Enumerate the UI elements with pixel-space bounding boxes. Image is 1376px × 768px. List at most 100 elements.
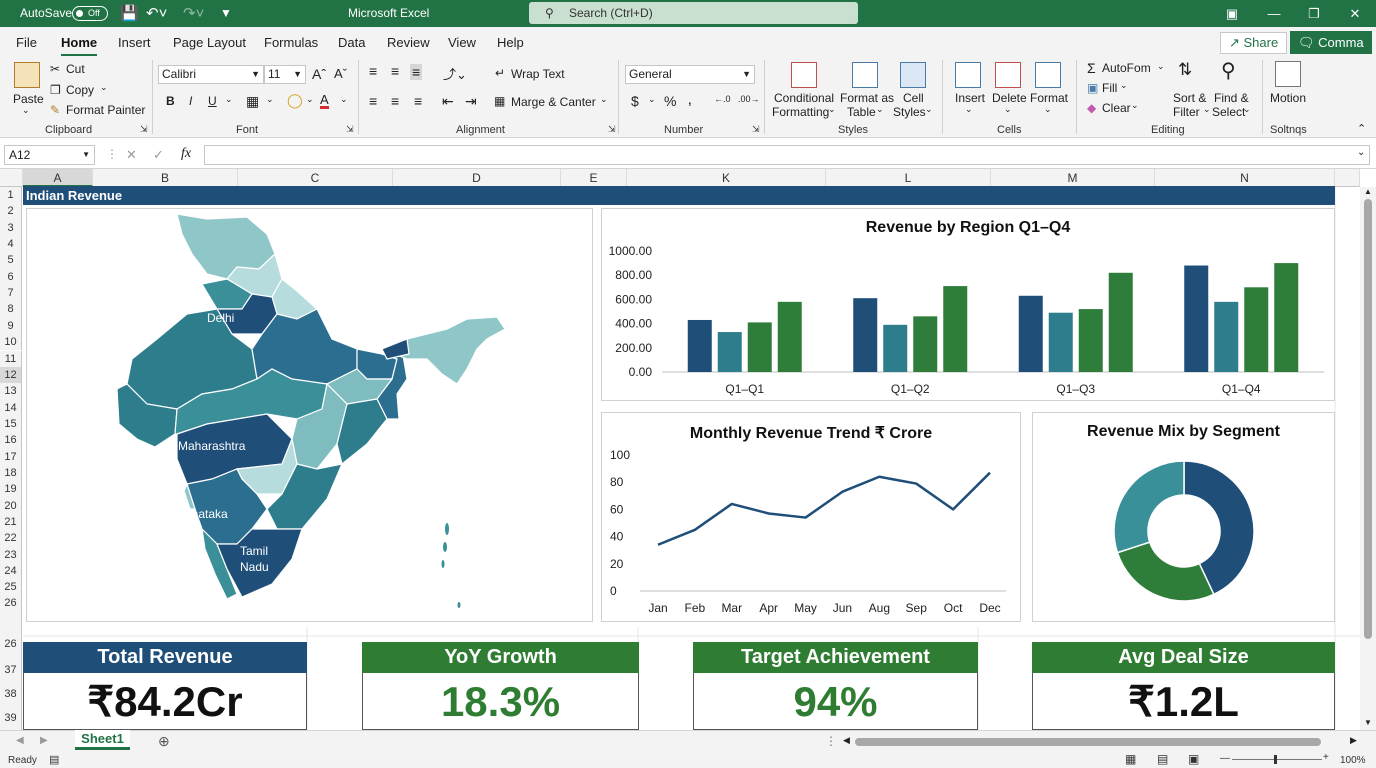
decrease-decimal-icon[interactable]: .00→ xyxy=(738,94,760,104)
underline-dropdown-icon[interactable]: ⌄ xyxy=(225,94,233,104)
cancel-entry-icon[interactable]: ✕ xyxy=(126,147,137,162)
donut-slice[interactable] xyxy=(1113,460,1185,554)
line-chart-panel[interactable]: Monthly Revenue Trend ₹ Crore 0 20 40 60 80 1… xyxy=(601,412,1021,622)
row-header[interactable]: 19 xyxy=(0,481,22,498)
motion-icon[interactable] xyxy=(1275,61,1301,87)
tab-file[interactable]: File xyxy=(16,35,37,50)
save-icon[interactable]: 💾 xyxy=(120,5,139,22)
column-header-e[interactable]: E xyxy=(561,169,627,187)
column-header-m[interactable]: M xyxy=(991,169,1155,187)
format-painter-icon[interactable]: ✎ xyxy=(50,103,61,117)
conditional-formatting-label-1[interactable]: Conditional xyxy=(774,91,835,105)
zoom-slider-thumb[interactable] xyxy=(1274,755,1277,764)
tab-insert[interactable]: Insert xyxy=(118,35,151,50)
wrap-text-icon[interactable]: ↵ xyxy=(495,66,506,80)
row-header[interactable]: 16 xyxy=(0,432,22,449)
tab-help[interactable]: Help xyxy=(497,35,524,50)
maximize-icon[interactable]: ❐ xyxy=(1308,6,1320,21)
tab-split-icon[interactable]: ⋮ xyxy=(825,734,837,748)
row-header[interactable]: 39 xyxy=(0,705,22,730)
bar[interactable] xyxy=(1274,263,1299,372)
number-format-combo[interactable]: General ▼ xyxy=(625,65,755,84)
bar[interactable] xyxy=(1244,287,1269,372)
scroll-left-icon[interactable]: ◀ xyxy=(843,735,850,745)
decrease-indent-icon[interactable]: ⇤ xyxy=(442,93,454,109)
kpi-total-revenue-label[interactable]: Total Revenue xyxy=(23,642,307,673)
donut-slice[interactable] xyxy=(1183,460,1255,596)
minimize-icon[interactable]: — xyxy=(1267,6,1281,21)
row-header[interactable]: 18 xyxy=(0,464,22,482)
cell-styles-dropdown-icon[interactable]: ⌄ xyxy=(925,104,933,114)
kpi-total-revenue-value[interactable]: ₹84.2Cr xyxy=(23,673,307,730)
add-sheet-icon[interactable]: ⊕ xyxy=(158,733,170,749)
row-header[interactable]: 8 xyxy=(0,301,22,318)
bar[interactable] xyxy=(853,298,878,372)
row-header[interactable]: 21 xyxy=(0,514,22,531)
tab-page-layout[interactable]: Page Layout xyxy=(173,35,247,50)
column-header-d[interactable]: D xyxy=(393,169,561,187)
conditional-formatting-icon[interactable] xyxy=(791,62,817,88)
close-icon[interactable]: ✕ xyxy=(1349,6,1361,21)
row-header[interactable]: 6 xyxy=(0,268,22,286)
column-header-a[interactable]: A xyxy=(23,169,93,187)
row-header[interactable]: 14 xyxy=(0,399,22,416)
bar[interactable] xyxy=(913,316,938,372)
confirm-entry-icon[interactable]: ✓ xyxy=(153,147,164,162)
kpi-yoy-growth-label[interactable]: YoY Growth xyxy=(362,642,639,673)
next-sheet-icon[interactable]: ▶ xyxy=(40,735,48,746)
autosum-button[interactable]: AutoFom xyxy=(1102,61,1151,75)
italic-icon[interactable]: I xyxy=(189,94,193,108)
paste-dropdown-icon[interactable]: ⌄ xyxy=(22,105,30,115)
alignment-launcher-icon[interactable]: ⇲ xyxy=(608,124,616,134)
kpi-avg-deal-size-label[interactable]: Avg Deal Size xyxy=(1032,642,1335,673)
ribbon-display-icon[interactable]: ▣ xyxy=(1225,6,1239,21)
scroll-right-icon[interactable]: ▶ xyxy=(1350,735,1357,745)
macro-record-icon[interactable]: ▤ xyxy=(49,754,60,766)
row-header[interactable]: 4 xyxy=(0,236,22,253)
row-header[interactable]: 15 xyxy=(0,415,22,433)
sheet-tab-sheet1[interactable]: Sheet1 xyxy=(75,730,130,750)
row-header[interactable]: 24 xyxy=(0,563,22,580)
autosave-toggle[interactable]: Off xyxy=(72,6,108,21)
format-cells-button[interactable]: Format xyxy=(1030,91,1069,105)
tab-data[interactable]: Data xyxy=(338,35,366,50)
copy-icon[interactable]: ❐ xyxy=(50,83,61,97)
borders-icon[interactable]: ▦ xyxy=(246,93,260,109)
column-header-c[interactable]: C xyxy=(238,169,393,187)
grow-font-icon[interactable]: Aˆ xyxy=(312,66,326,82)
row-header[interactable]: 37 xyxy=(0,657,22,682)
redo-icon[interactable]: ↷˅ xyxy=(183,5,205,22)
font-size-combo[interactable]: 11 ▼ xyxy=(264,65,306,84)
conditional-formatting-label-2[interactable]: Formatting xyxy=(772,105,830,119)
format-cells-icon[interactable] xyxy=(1035,62,1061,88)
insert-cells-icon[interactable] xyxy=(955,62,981,88)
format-as-table-dropdown-icon[interactable]: ⌄ xyxy=(876,104,884,114)
kpi-yoy-growth-value[interactable]: 18.3% xyxy=(362,673,639,730)
zoom-level[interactable]: 100% xyxy=(1340,755,1366,766)
align-center-icon[interactable]: ≡ xyxy=(391,93,400,109)
name-box[interactable]: A12 ▼ xyxy=(4,145,95,165)
expand-formula-icon[interactable]: ⌄ xyxy=(1357,147,1366,158)
align-top-icon[interactable]: ≡ xyxy=(369,63,378,79)
bar[interactable] xyxy=(717,332,742,372)
motion-button[interactable]: Motion xyxy=(1270,91,1307,105)
sort-filter-label-2[interactable]: Filter xyxy=(1173,105,1200,119)
format-cells-dropdown-icon[interactable]: ⌄ xyxy=(1044,104,1052,114)
formula-input[interactable] xyxy=(204,145,1370,165)
sort-filter-label-1[interactable]: Sort & xyxy=(1173,91,1207,105)
zoom-slider[interactable] xyxy=(1232,759,1322,760)
find-select-icon[interactable]: ⚲ xyxy=(1221,60,1236,82)
column-header-n[interactable]: N xyxy=(1155,169,1335,187)
row-header[interactable]: 25 xyxy=(0,579,22,596)
column-header-k[interactable]: K xyxy=(627,169,826,187)
tab-review[interactable]: Review xyxy=(387,35,430,50)
horizontal-scroll-thumb[interactable] xyxy=(855,738,1321,746)
merge-dropdown-icon[interactable]: ⌄ xyxy=(600,94,608,104)
bar[interactable] xyxy=(1048,312,1073,372)
cut-icon[interactable]: ✂ xyxy=(50,62,61,76)
comma-style-icon[interactable]: ‚ xyxy=(688,91,692,108)
share-button[interactable]: ↗ Share xyxy=(1220,32,1288,54)
wrap-text-button[interactable]: Wrap Text xyxy=(511,67,565,81)
fill-icon[interactable]: ▣ xyxy=(1087,81,1099,95)
bar[interactable] xyxy=(1108,272,1133,372)
